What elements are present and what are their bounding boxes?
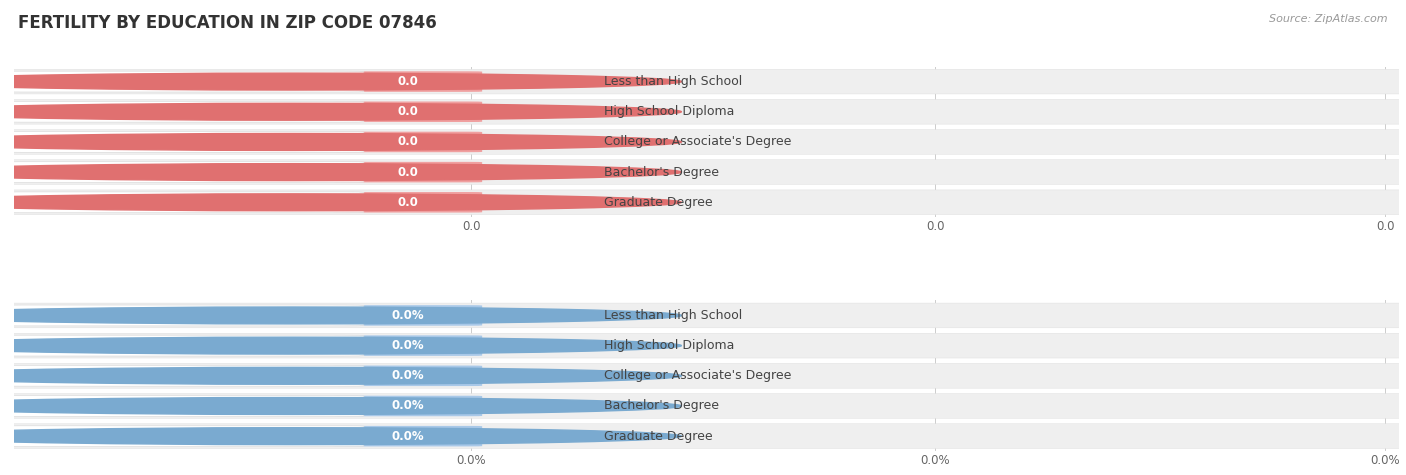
FancyBboxPatch shape (0, 424, 1406, 448)
FancyBboxPatch shape (0, 333, 1406, 358)
Text: College or Associate's Degree: College or Associate's Degree (603, 135, 792, 149)
Text: 0.0%: 0.0% (391, 339, 425, 352)
FancyBboxPatch shape (0, 162, 364, 182)
Text: Bachelor's Degree: Bachelor's Degree (603, 166, 718, 179)
Circle shape (0, 103, 682, 120)
Text: 0.0: 0.0 (398, 75, 418, 88)
Text: High School Diploma: High School Diploma (603, 339, 734, 352)
Circle shape (0, 367, 682, 384)
Text: Bachelor's Degree: Bachelor's Degree (603, 399, 718, 412)
FancyBboxPatch shape (333, 366, 482, 386)
FancyBboxPatch shape (0, 192, 364, 213)
Text: 0.0: 0.0 (398, 135, 418, 149)
FancyBboxPatch shape (0, 363, 1406, 388)
Text: College or Associate's Degree: College or Associate's Degree (603, 369, 792, 382)
Circle shape (0, 164, 682, 180)
Text: 0.0%: 0.0% (391, 309, 425, 322)
FancyBboxPatch shape (333, 192, 482, 212)
FancyBboxPatch shape (0, 190, 1406, 215)
Circle shape (0, 133, 682, 151)
Circle shape (0, 194, 682, 211)
FancyBboxPatch shape (0, 396, 364, 417)
FancyBboxPatch shape (0, 426, 364, 446)
FancyBboxPatch shape (0, 99, 1406, 124)
FancyBboxPatch shape (333, 426, 482, 446)
FancyBboxPatch shape (333, 305, 482, 326)
Text: 0.0: 0.0 (398, 196, 418, 209)
FancyBboxPatch shape (333, 162, 482, 182)
Text: High School Diploma: High School Diploma (603, 105, 734, 118)
Circle shape (0, 307, 682, 324)
FancyBboxPatch shape (0, 335, 364, 356)
FancyBboxPatch shape (0, 69, 1406, 94)
FancyBboxPatch shape (333, 396, 482, 416)
FancyBboxPatch shape (0, 132, 364, 152)
Circle shape (0, 398, 682, 415)
Text: 0.0: 0.0 (398, 166, 418, 179)
FancyBboxPatch shape (0, 160, 1406, 184)
Text: 0.0%: 0.0% (391, 369, 425, 382)
Text: FERTILITY BY EDUCATION IN ZIP CODE 07846: FERTILITY BY EDUCATION IN ZIP CODE 07846 (18, 14, 437, 32)
Text: Graduate Degree: Graduate Degree (603, 196, 713, 209)
Circle shape (0, 428, 682, 445)
Text: Source: ZipAtlas.com: Source: ZipAtlas.com (1270, 14, 1388, 24)
FancyBboxPatch shape (0, 303, 1406, 328)
Circle shape (0, 73, 682, 90)
FancyBboxPatch shape (333, 132, 482, 152)
FancyBboxPatch shape (0, 394, 1406, 418)
Text: Graduate Degree: Graduate Degree (603, 430, 713, 443)
Circle shape (0, 337, 682, 354)
Text: Less than High School: Less than High School (603, 75, 742, 88)
FancyBboxPatch shape (0, 101, 364, 122)
FancyBboxPatch shape (0, 71, 364, 92)
FancyBboxPatch shape (0, 365, 364, 386)
Text: 0.0%: 0.0% (391, 430, 425, 443)
FancyBboxPatch shape (0, 130, 1406, 154)
Text: Less than High School: Less than High School (603, 309, 742, 322)
FancyBboxPatch shape (333, 102, 482, 122)
FancyBboxPatch shape (0, 305, 364, 326)
FancyBboxPatch shape (333, 335, 482, 356)
FancyBboxPatch shape (333, 71, 482, 92)
Text: 0.0: 0.0 (398, 105, 418, 118)
Text: 0.0%: 0.0% (391, 399, 425, 412)
